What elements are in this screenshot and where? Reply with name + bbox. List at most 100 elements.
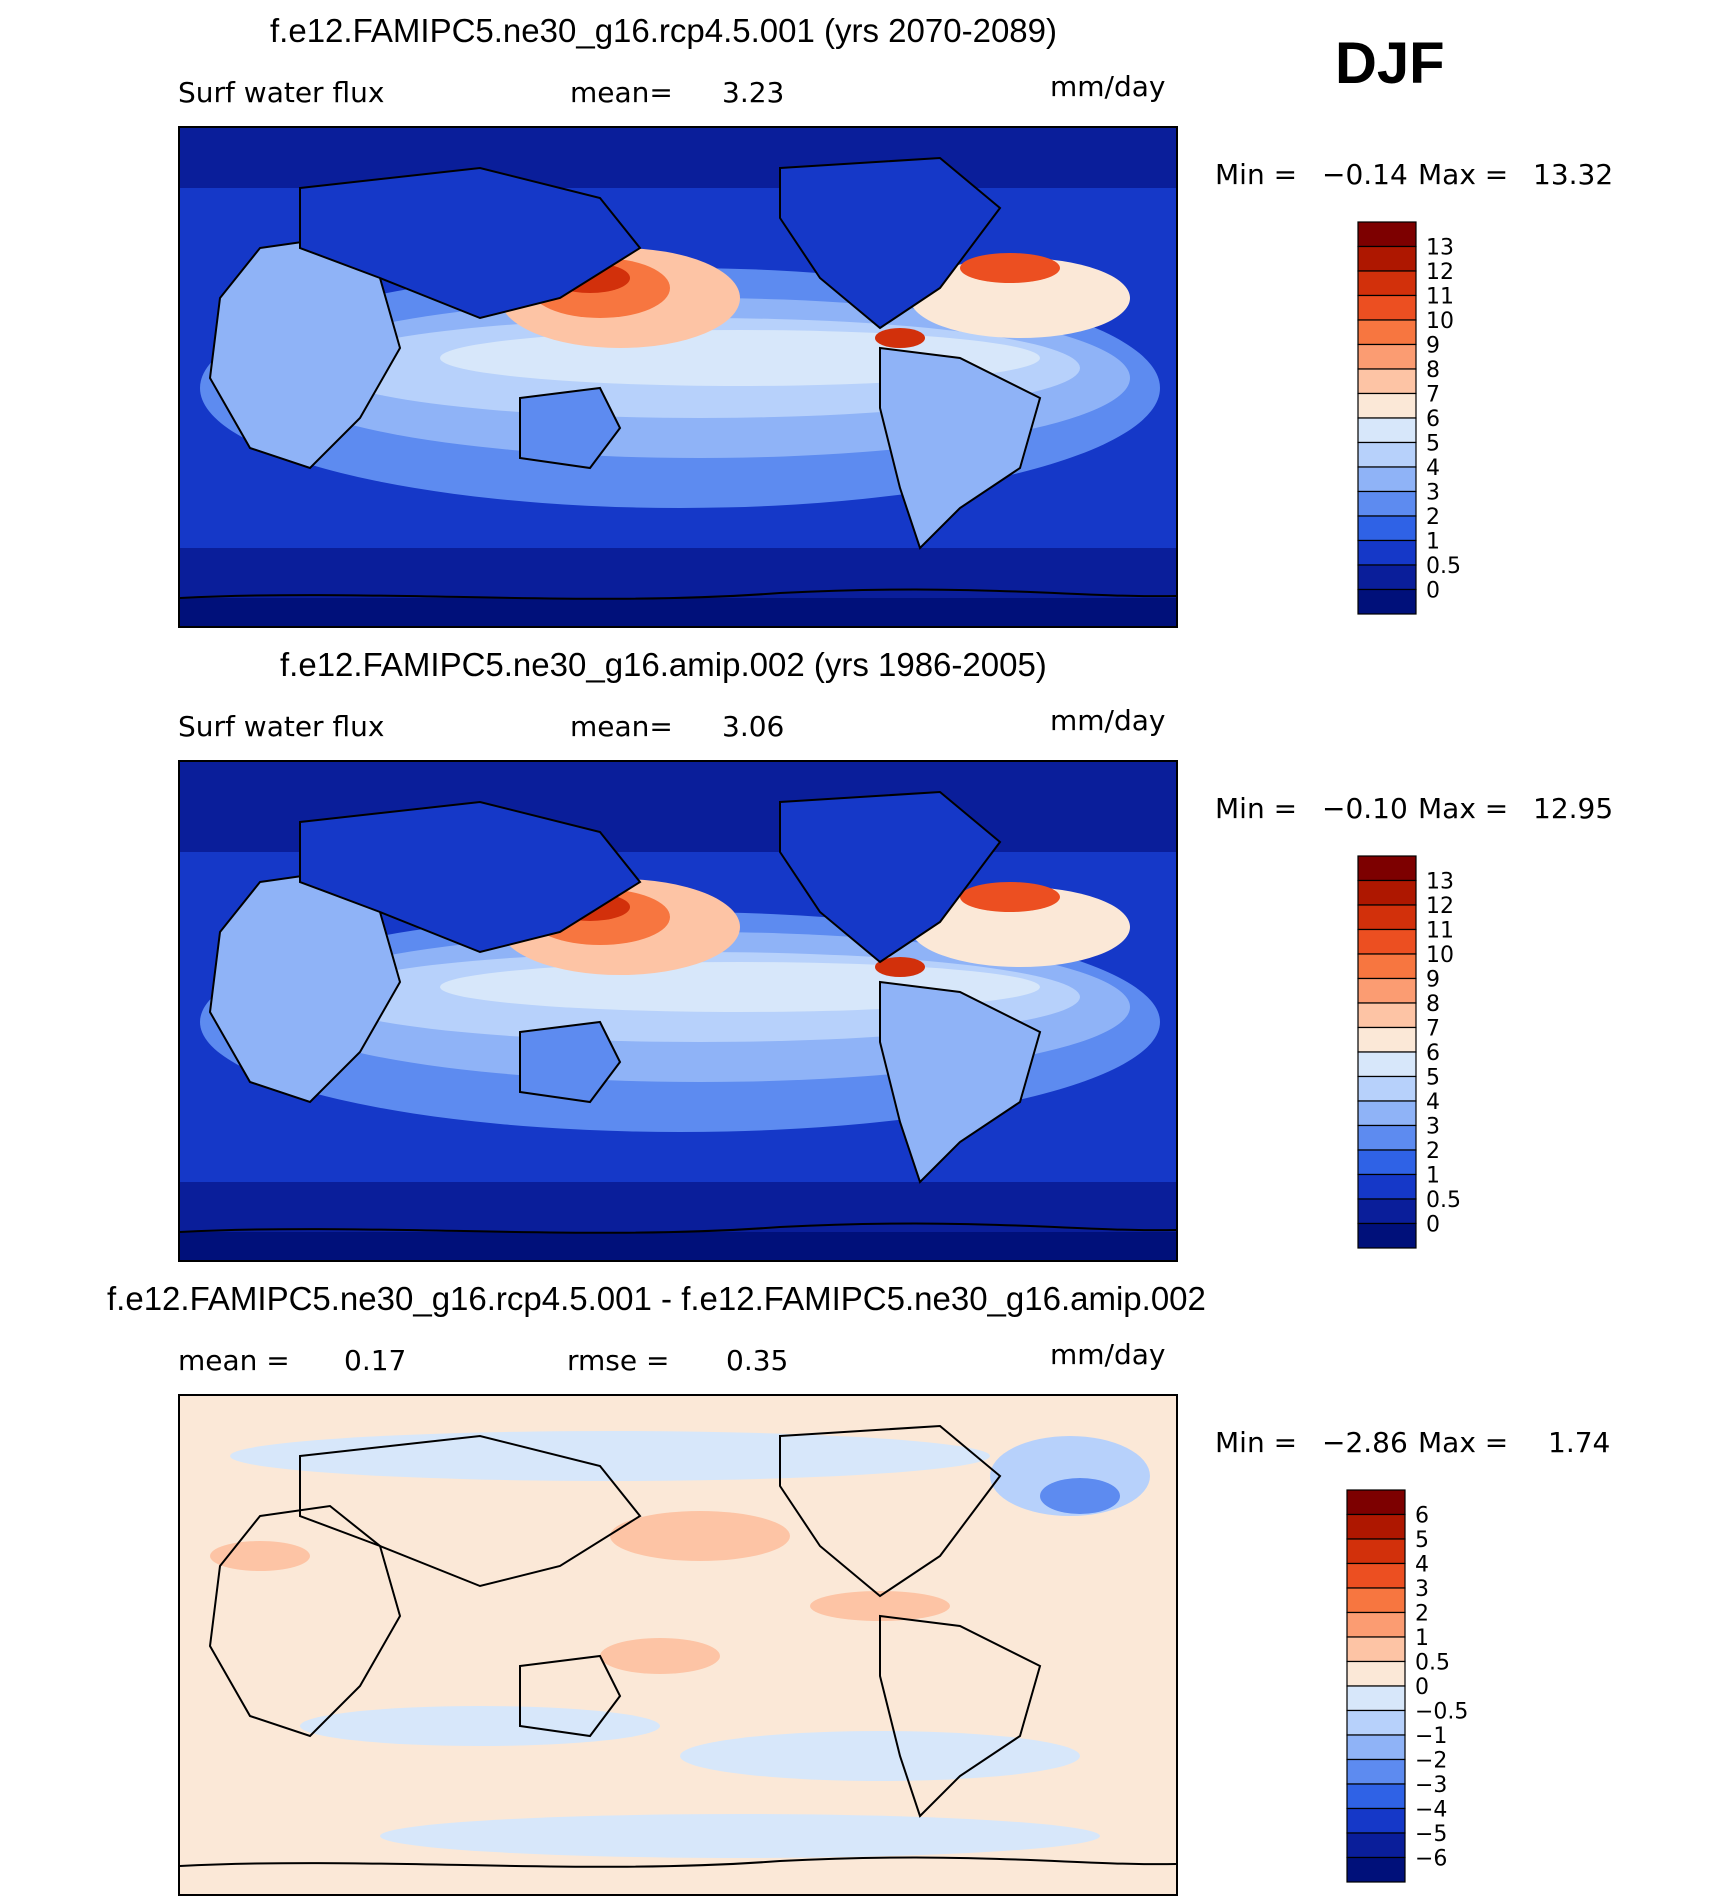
panel3-rmse-value: 0.35 [726,1344,789,1377]
panel3-min-label: Min = [1215,1426,1298,1459]
colorbar-level-label: 4 [1426,456,1440,481]
colorbar-level-label: 6 [1415,1504,1429,1529]
colorbar-swatch [1346,1783,1406,1810]
colorbar-swatch [1357,1002,1417,1029]
panel1-max-value: 13.32 [1533,158,1614,191]
colorbar-swatch [1357,417,1417,444]
colorbar-level-label: −2 [1415,1749,1447,1774]
colorbar-swatch [1357,928,1417,955]
colorbar-swatch [1357,564,1417,591]
colorbar-swatch [1346,1709,1406,1736]
colorbar-level-label: 0.5 [1415,1651,1450,1676]
colorbar-swatch [1346,1807,1406,1834]
colorbar-swatch [1357,245,1417,272]
panel1-title: f.e12.FAMIPC5.ne30_g16.rcp4.5.001 (yrs 2… [270,12,1057,49]
colorbar-swatch [1357,1222,1417,1249]
colorbar-level-label: 10 [1426,309,1454,334]
colorbar-swatch [1357,343,1417,370]
colorbar-swatch [1346,1660,1406,1687]
colorbar-swatch [1357,1026,1417,1053]
panel1-map [178,126,1178,628]
colorbar-level-label: 8 [1426,992,1440,1017]
panel3-map-field [180,1396,1176,1894]
colorbar-swatch [1357,1051,1417,1078]
panel3-mean-label: mean = [178,1344,290,1377]
colorbar-level-label: 0 [1426,579,1440,604]
panel1-mean-value: 3.23 [722,76,785,109]
panel3-units: mm/day [1050,1338,1166,1371]
panel1-map-field [180,128,1176,626]
panel3-title: f.e12.FAMIPC5.ne30_g16.rcp4.5.001 - f.e1… [107,1280,1206,1317]
panel2-map-field [180,762,1176,1260]
colorbar-swatch [1357,855,1417,882]
panel3-min-value: −2.86 [1322,1426,1408,1459]
colorbar-level-label: 9 [1426,334,1440,359]
panel3-max-label: Max = [1418,1426,1509,1459]
colorbar-level-label: −4 [1415,1798,1447,1823]
colorbar-swatch [1346,1832,1406,1859]
colorbar-swatch [1357,588,1417,615]
colorbar-swatch [1357,879,1417,906]
colorbar-level-label: 11 [1426,919,1454,944]
panel2-variable: Surf water flux [178,710,385,743]
colorbar-level-label: 3 [1415,1577,1429,1602]
panel3-map [178,1394,1178,1896]
colorbar-swatch [1357,1075,1417,1102]
colorbar-swatch [1346,1611,1406,1638]
colorbar-level-label: 3 [1426,1115,1440,1140]
colorbar-swatch [1346,1685,1406,1712]
colorbar-swatch [1346,1513,1406,1540]
panel3-max-value: 1.74 [1548,1426,1611,1459]
panel3-mean-value: 0.17 [344,1344,407,1377]
colorbar-swatch [1357,1198,1417,1225]
colorbar-level-label: 0 [1426,1213,1440,1238]
colorbar-swatch [1357,1100,1417,1127]
colorbar-swatch [1357,490,1417,517]
colorbar-swatch [1357,539,1417,566]
panel2-units: mm/day [1050,704,1166,737]
colorbar-level-label: 5 [1415,1528,1429,1553]
colorbar-level-label: 8 [1426,358,1440,383]
colorbar-swatch [1346,1636,1406,1663]
colorbar-level-label: 1 [1426,530,1440,555]
colorbar-level-label: 13 [1426,236,1454,261]
colorbar-swatch [1346,1856,1406,1883]
colorbar-swatch [1357,368,1417,395]
colorbar-level-label: 3 [1426,481,1440,506]
colorbar-swatch [1357,221,1417,248]
panel3-rmse-label: rmse = [567,1344,670,1377]
colorbar-swatch [1346,1489,1406,1516]
colorbar-level-label: 4 [1415,1553,1429,1578]
colorbar-level-label: −1 [1415,1724,1447,1749]
colorbar-level-label: −3 [1415,1773,1447,1798]
colorbar-swatch [1357,392,1417,419]
colorbar-swatch [1357,466,1417,493]
colorbar-level-label: 5 [1426,432,1440,457]
colorbar-swatch [1346,1758,1406,1785]
panel2-colorbar: 13 12 11 10 9 8 7 6 5 4 3 2 1 0.5 0 [1357,855,1498,1256]
panel2-max-label: Max = [1418,792,1509,825]
panel2-mean-value: 3.06 [722,710,785,743]
panel1-colorbar: 13 12 11 10 9 8 7 6 5 4 3 2 1 0.5 0 [1357,221,1498,622]
colorbar-level-label: 2 [1426,505,1440,530]
colorbar-swatch [1357,1124,1417,1151]
colorbar-level-label: 0 [1415,1675,1429,1700]
colorbar-swatch [1357,953,1417,980]
colorbar-swatch [1357,515,1417,542]
colorbar-swatch [1357,977,1417,1004]
colorbar-level-label: 2 [1426,1139,1440,1164]
colorbar-level-label: 0.5 [1426,554,1461,579]
panel2-max-value: 12.95 [1533,792,1614,825]
colorbar-level-label: 9 [1426,968,1440,993]
colorbar-level-label: 10 [1426,943,1454,968]
colorbar-level-label: 11 [1426,285,1454,310]
panel2-min-value: −0.10 [1322,792,1408,825]
colorbar-level-label: 13 [1426,870,1454,895]
colorbar-swatch [1357,1173,1417,1200]
panel1-variable: Surf water flux [178,76,385,109]
colorbar-level-label: −0.5 [1415,1700,1468,1725]
colorbar-swatch [1357,1149,1417,1176]
colorbar-level-label: 2 [1415,1602,1429,1627]
colorbar-swatch [1346,1734,1406,1761]
colorbar-level-label: 12 [1426,260,1454,285]
